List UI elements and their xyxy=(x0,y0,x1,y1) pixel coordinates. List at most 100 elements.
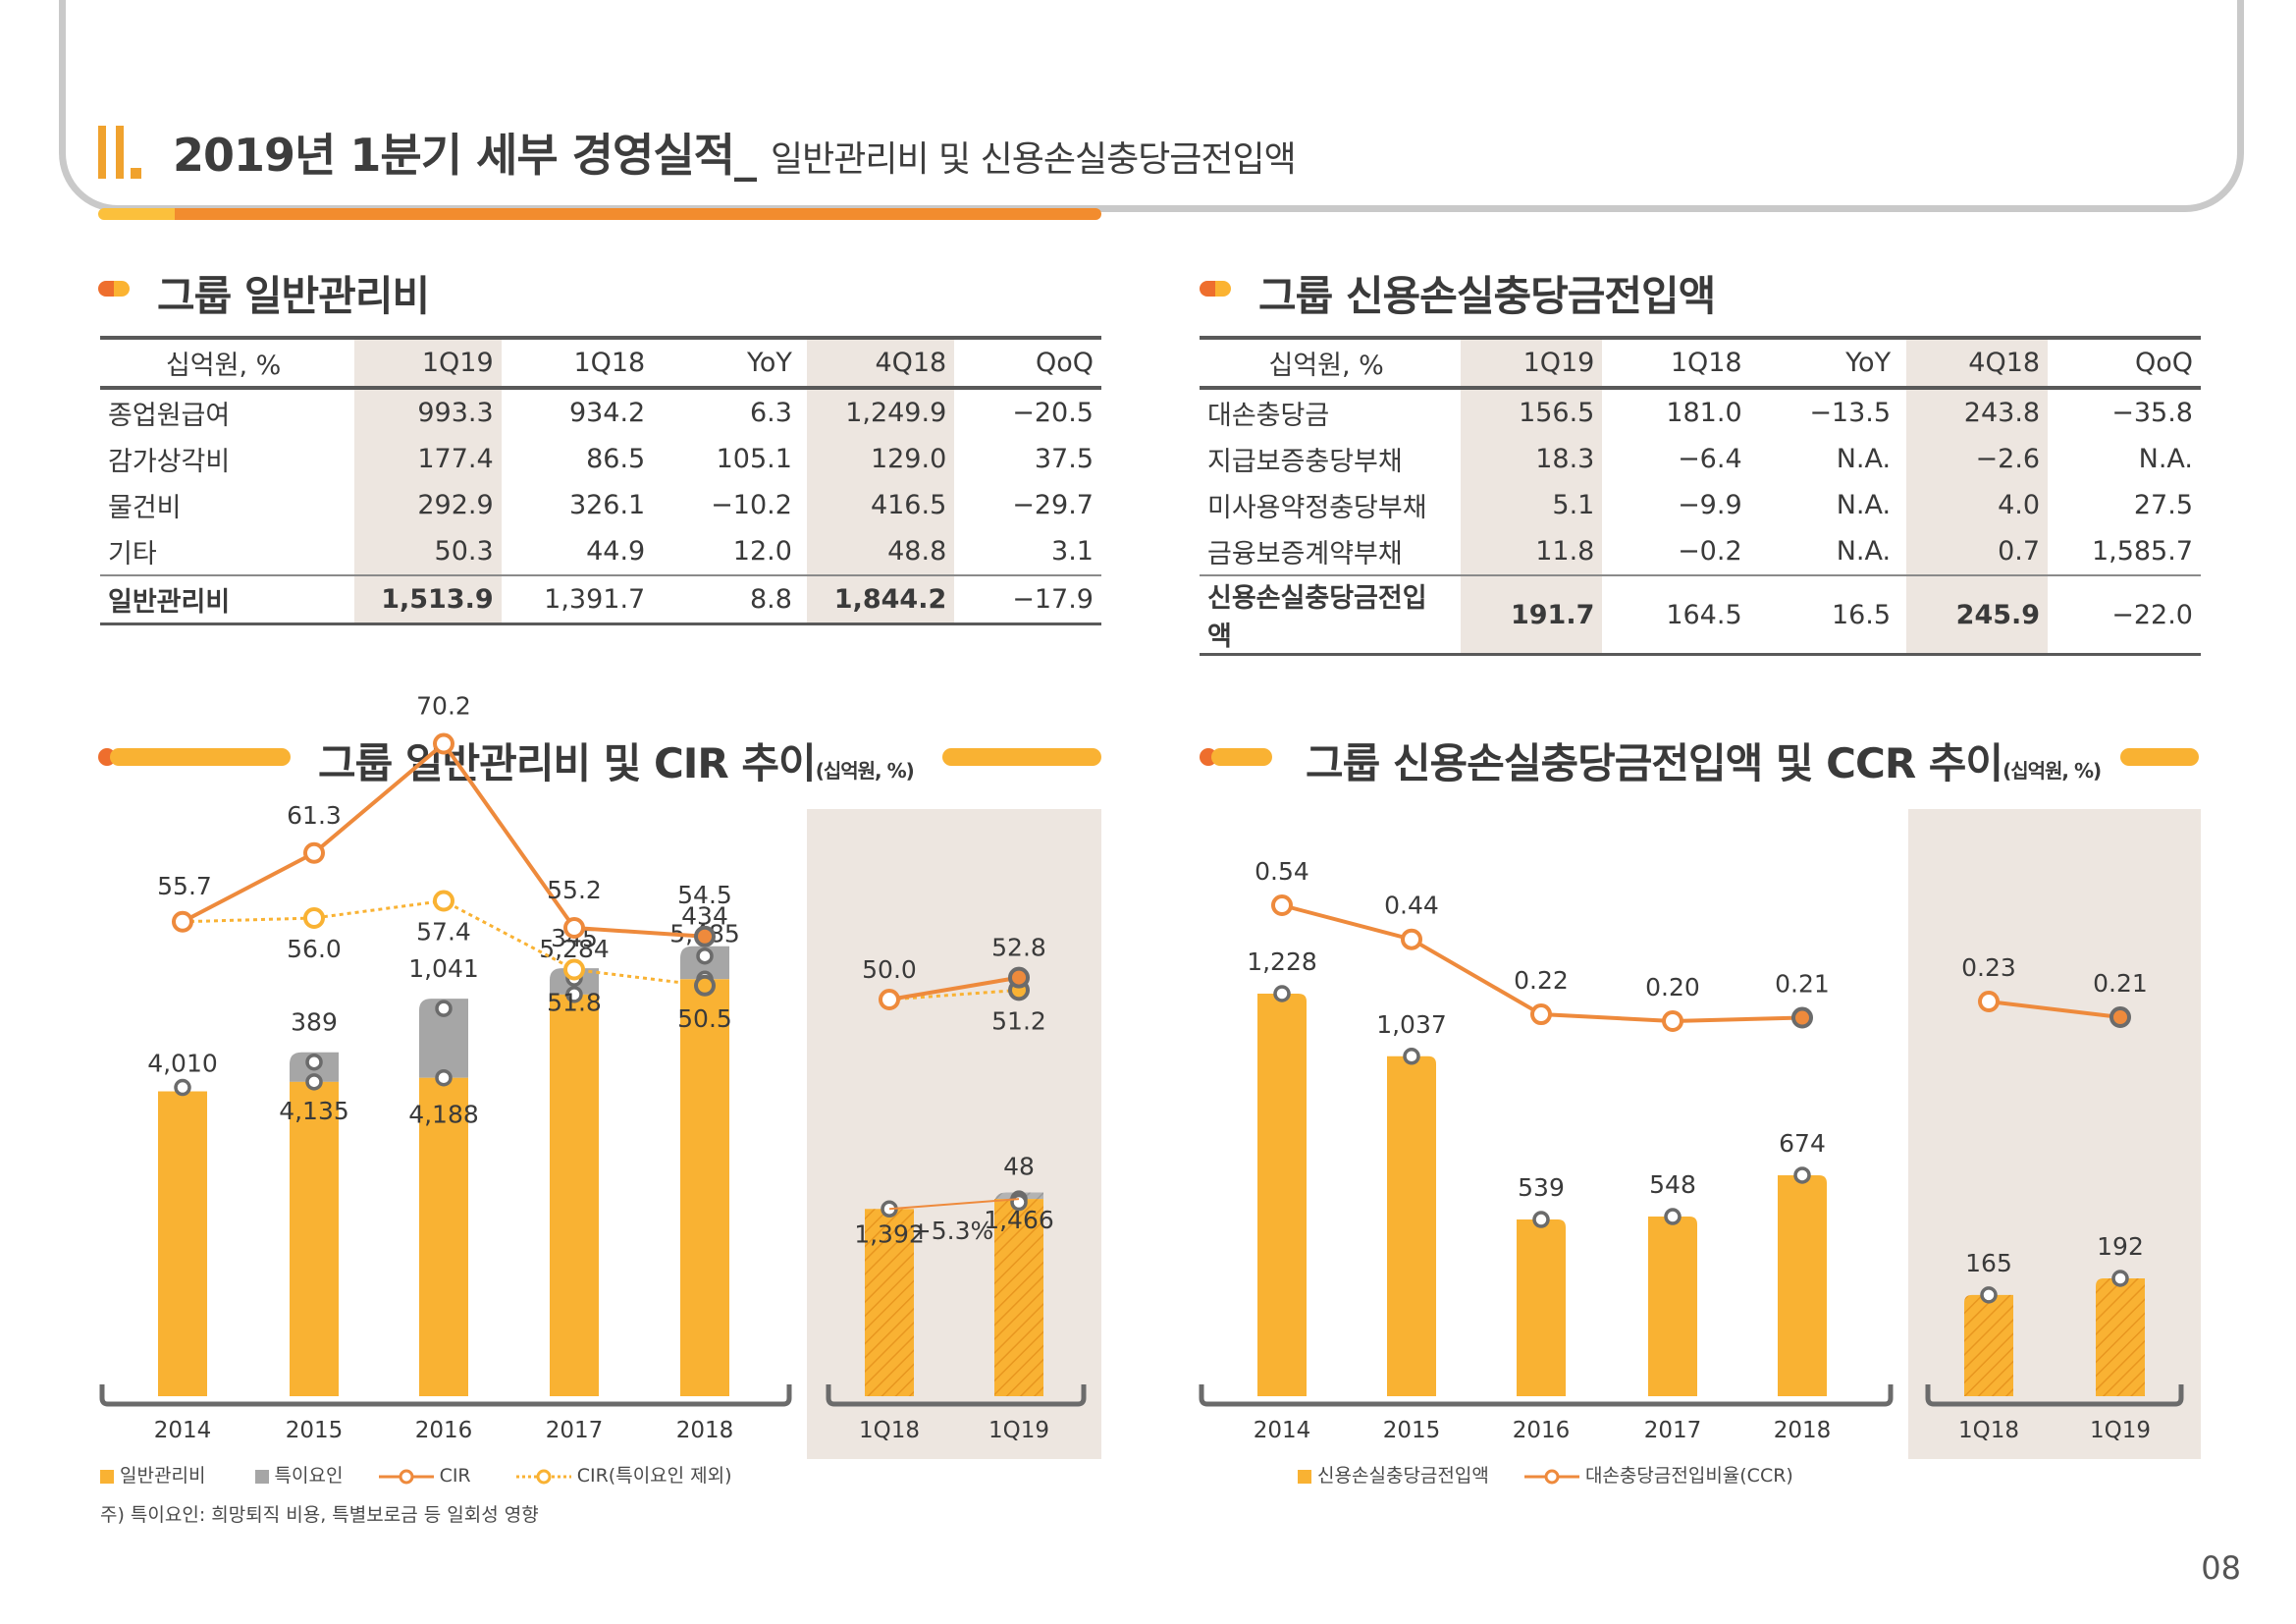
table-cell: 44.9 xyxy=(586,536,646,567)
x-tick-label: 2018 xyxy=(676,1418,734,1443)
legend-dotted-line-icon xyxy=(515,1469,571,1484)
legend-label: 신용손실충당금전입액 xyxy=(1317,1465,1489,1487)
table-cell: 기타 xyxy=(108,539,157,569)
table-cell: −10.2 xyxy=(711,490,792,520)
table-cell: N.A. xyxy=(1836,490,1892,520)
table-cell: 11.8 xyxy=(1461,528,1603,575)
table-cell: 243.8 xyxy=(1905,388,2049,436)
legend-label: CIR(특이요인 제외) xyxy=(576,1465,732,1487)
table-total-row: 일반관리비 1,513.9 1,391.7 8.8 1,844.2 −17.9 xyxy=(100,574,1101,625)
cir-value-label: 55.2 xyxy=(547,876,602,904)
special-value-label: 1,041 xyxy=(408,954,479,983)
table-cell: 416.5 xyxy=(807,482,955,528)
cir-ex-value-label: 57.4 xyxy=(416,918,471,947)
table-cell: 105.1 xyxy=(716,444,792,474)
bar-marker xyxy=(435,1068,453,1087)
table-cell: 지급보증충당부채 xyxy=(1207,447,1403,477)
growth-line xyxy=(888,1198,1020,1211)
special-bar xyxy=(419,999,468,1078)
bar-marker xyxy=(2111,1270,2129,1287)
ccr-value-label: 0.21 xyxy=(2093,969,2148,998)
table-cell: 1,249.9 xyxy=(807,388,955,436)
line-marker xyxy=(694,925,716,947)
legend-right: 신용손실충당금전입액 대손충당금전입비율(CCR) xyxy=(1298,1461,1793,1488)
x-tick-label: 2014 xyxy=(154,1418,212,1443)
table-cell: 48.8 xyxy=(807,528,955,575)
col-header: YoY xyxy=(660,336,800,390)
col-header: 1Q18 xyxy=(508,336,654,390)
provision-bar xyxy=(1648,1217,1697,1396)
progress-bar-start xyxy=(98,208,175,220)
roman-numeral-bar xyxy=(116,126,124,179)
header-frame xyxy=(59,0,2244,212)
bar-value-label: 4,188 xyxy=(408,1101,479,1129)
section-bullet-icon xyxy=(1200,281,1231,297)
quarterly-panel-left xyxy=(807,809,1101,1459)
line-marker xyxy=(1978,991,2000,1012)
table-row: 물건비 292.9 326.1 −10.2 416.5 −29.7 xyxy=(100,482,1101,528)
page-title: 2019년 1분기 세부 경영실적_ 일반관리비 및 신용손실충당금전입액 xyxy=(173,120,1297,185)
cir-value-label: 52.8 xyxy=(991,934,1046,962)
table-cell: 12.0 xyxy=(732,536,792,567)
line-marker xyxy=(1530,1003,1552,1026)
x-tick-label: 2017 xyxy=(546,1418,604,1443)
chart-right-quarterly: 1Q18 165 1Q19 192 0.23 0.21 xyxy=(1925,953,2184,1443)
table-cell: 156.5 xyxy=(1461,388,1603,436)
table-row: 미사용약정충당부채 5.1 −9.9 N.A. 4.0 27.5 xyxy=(1200,482,2201,528)
axis-baseline xyxy=(1199,1384,1894,1407)
cir-value-label: 55.7 xyxy=(157,872,212,900)
cir-value-label: 61.3 xyxy=(287,801,342,830)
line-marker xyxy=(1008,966,1030,989)
legend-line-icon xyxy=(378,1469,434,1484)
bar-value-label: 1,392 xyxy=(854,1219,925,1248)
line-marker xyxy=(879,989,900,1010)
line-marker xyxy=(1271,894,1293,916)
cir-ex-value-label: 50.5 xyxy=(677,1004,732,1033)
bar-value-label: 4,135 xyxy=(279,1097,349,1125)
decor-pill xyxy=(110,748,291,766)
legend-swatch-bar xyxy=(1298,1469,1311,1484)
ccr-value-label: 0.54 xyxy=(1255,857,1309,886)
cir-ex-value-label: 51.8 xyxy=(547,989,602,1017)
x-tick-label: 2015 xyxy=(1383,1418,1441,1443)
expense-bar xyxy=(994,1199,1043,1396)
provision-bar xyxy=(1257,994,1307,1396)
col-header: YoY xyxy=(1757,336,1899,390)
table-cell: −22.0 xyxy=(2055,574,2201,656)
table-cell: 금융보증계약부채 xyxy=(1207,539,1403,569)
table-cell: 191.7 xyxy=(1461,574,1603,656)
table-cell: −13.5 xyxy=(1809,398,1892,428)
table-cell: 8.8 xyxy=(660,574,800,625)
provision-bar xyxy=(1387,1056,1436,1396)
ccr-value-label: 0.20 xyxy=(1645,973,1700,1001)
table-credit-loss: 십억원, % 1Q19 1Q18 YoY 4Q18 QoQ 대손충당금 156.5 181.0 −… xyxy=(1200,336,2201,656)
table-cell: 16.5 xyxy=(1757,574,1899,656)
chart-left-annual: 2014 4,010 2015 4,135 389 2016 4,188 1,041 2017 5… xyxy=(99,692,792,1443)
table-cell: 대손충당금 xyxy=(1207,401,1330,431)
x-tick-label: 1Q19 xyxy=(988,1418,1049,1443)
cir-value-label: 70.2 xyxy=(416,692,471,721)
bar-marker xyxy=(565,986,583,1003)
bar-marker xyxy=(1532,1211,1550,1228)
cir-value-label: 54.5 xyxy=(677,881,732,909)
table-cell: 164.5 xyxy=(1610,574,1750,656)
table-cell: −20.5 xyxy=(1012,398,1094,428)
table-cell: 1,585.7 xyxy=(2091,536,2193,567)
chart-left-quarterly: 1Q18 1,392 1Q19 1,466 48 +5.3% 50.0 52.8 51.2 xyxy=(826,934,1087,1443)
table-total-row: 신용손실충당금전입액 191.7 164.5 16.5 245.9 −22.0 xyxy=(1200,574,2201,656)
table-cell: 37.5 xyxy=(1034,444,1094,474)
table-cell: 종업원급여 xyxy=(108,401,231,431)
bar-marker xyxy=(305,1053,323,1071)
section-title-right: 그룹 신용손실충당금전입액 xyxy=(1258,272,1716,320)
table-cell: 1,391.7 xyxy=(508,574,654,625)
expense-bar xyxy=(290,1081,339,1396)
provision-bar xyxy=(1517,1219,1566,1396)
bar-marker xyxy=(1980,1286,1998,1304)
bar-marker xyxy=(1403,1048,1420,1065)
bar-value-label: 1,228 xyxy=(1247,947,1317,976)
x-tick-label: 1Q18 xyxy=(859,1418,920,1443)
legend-swatch-special xyxy=(254,1469,269,1484)
table-cell: −35.8 xyxy=(2111,398,2193,428)
cir-line xyxy=(888,975,1020,1001)
bar-value-label: 539 xyxy=(1518,1173,1565,1202)
